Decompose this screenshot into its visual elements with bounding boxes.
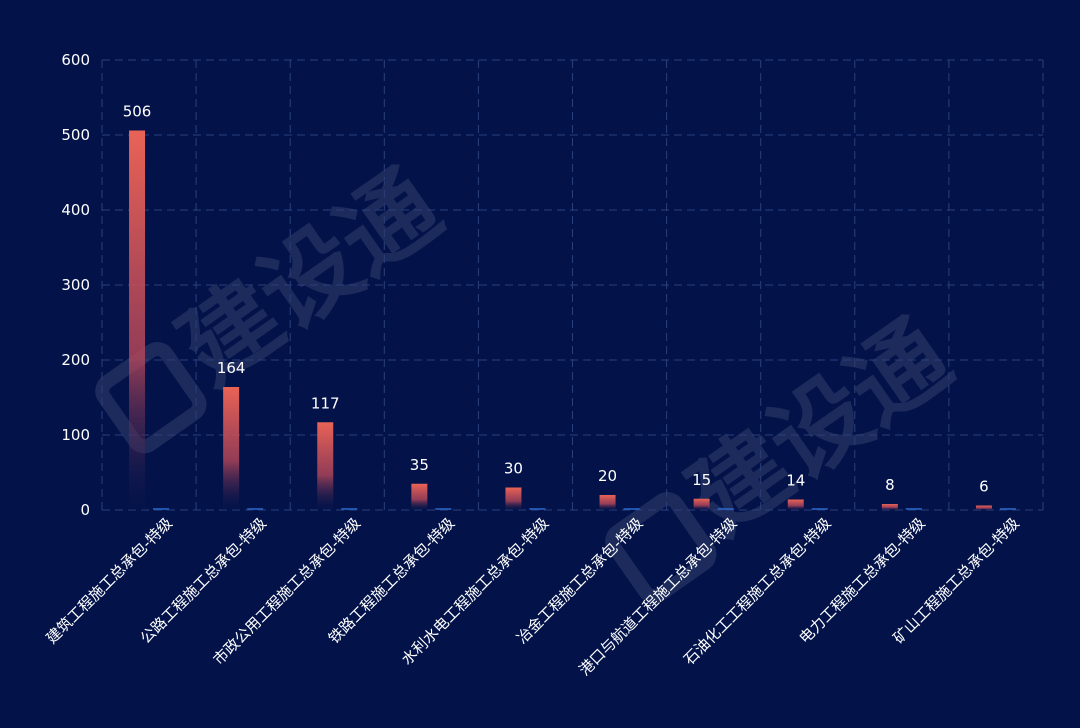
bar bbox=[599, 495, 616, 510]
y-tick-label: 600 bbox=[61, 51, 90, 69]
data-label: 117 bbox=[311, 394, 340, 412]
bar bbox=[435, 508, 452, 510]
data-label: 8 bbox=[885, 476, 895, 494]
bar bbox=[153, 508, 170, 510]
bar bbox=[247, 508, 264, 510]
bar bbox=[905, 508, 922, 510]
y-tick-label: 100 bbox=[61, 426, 90, 444]
data-label: 14 bbox=[786, 472, 805, 490]
bar bbox=[999, 508, 1016, 510]
bar bbox=[623, 508, 640, 510]
data-label: 6 bbox=[979, 478, 989, 496]
y-tick-label: 400 bbox=[61, 201, 90, 219]
bar bbox=[317, 422, 334, 510]
bar bbox=[881, 504, 898, 510]
y-tick-label: 0 bbox=[80, 501, 90, 519]
x-tick-label: 港口与航道工程施工总承包-特级 bbox=[575, 514, 740, 679]
data-label: 20 bbox=[598, 467, 617, 485]
bar bbox=[223, 387, 240, 510]
bar bbox=[129, 130, 146, 510]
bar bbox=[693, 498, 710, 510]
data-label: 30 bbox=[504, 460, 523, 478]
data-label: 15 bbox=[692, 471, 711, 489]
bar bbox=[505, 487, 522, 510]
data-label: 164 bbox=[217, 359, 246, 377]
bar bbox=[717, 508, 734, 510]
bar bbox=[975, 505, 992, 510]
bar bbox=[341, 508, 358, 510]
y-tick-label: 300 bbox=[61, 276, 90, 294]
bar bbox=[811, 508, 828, 510]
y-tick-label: 200 bbox=[61, 351, 90, 369]
bar bbox=[529, 508, 546, 510]
data-label: 506 bbox=[123, 103, 152, 121]
bar bbox=[787, 499, 804, 510]
y-tick-label: 500 bbox=[61, 126, 90, 144]
bar bbox=[411, 483, 428, 510]
data-label: 35 bbox=[410, 456, 429, 474]
